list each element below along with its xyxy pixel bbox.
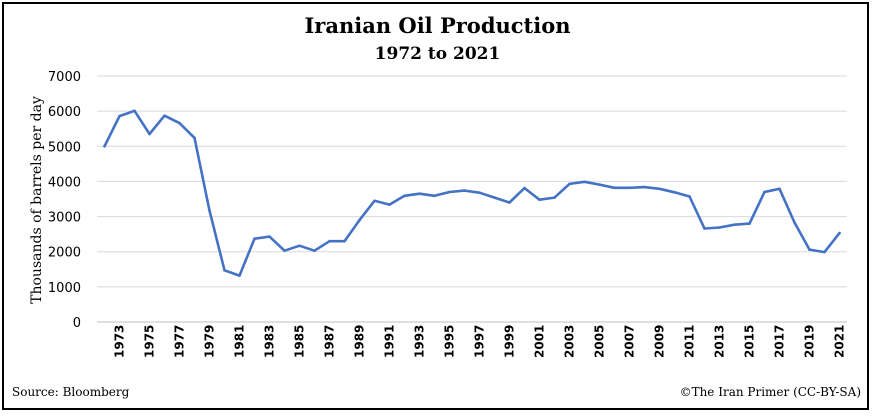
source-note: Source: Bloomberg	[12, 385, 130, 399]
data-point	[643, 185, 646, 189]
data-point	[103, 144, 106, 148]
data-point	[583, 180, 586, 184]
data-point	[238, 274, 241, 277]
gridlines	[97, 75, 847, 323]
data-point	[298, 244, 301, 248]
y-tick-label: 0	[73, 316, 81, 331]
data-point	[313, 249, 316, 252]
x-tick-label: 2011	[683, 325, 697, 358]
data-point	[388, 203, 391, 206]
credit-note: ©The Iran Primer (CC-BY-SA)	[679, 385, 861, 399]
chart-subtitle: 1972 to 2021	[374, 44, 501, 64]
data-point	[283, 249, 286, 252]
data-point	[418, 192, 421, 196]
data-point	[778, 187, 781, 191]
data-point	[448, 190, 451, 194]
x-tick-label: 2001	[533, 325, 547, 358]
data-point	[673, 191, 676, 194]
data-point	[598, 183, 601, 186]
chart-frame	[2, 2, 869, 410]
x-tick-label: 2013	[713, 325, 727, 358]
x-tick-label: 1975	[143, 325, 157, 358]
y-tick-label: 7000	[48, 70, 81, 85]
data-point	[748, 222, 751, 225]
data-point	[688, 195, 691, 198]
data-point	[523, 186, 526, 190]
x-tick-label: 1997	[473, 325, 487, 358]
x-tick-label: 1991	[383, 325, 397, 358]
y-tick-label: 5000	[48, 140, 81, 155]
data-point	[613, 186, 616, 190]
data-point	[793, 221, 796, 224]
data-point	[658, 187, 661, 191]
data-point	[553, 196, 556, 199]
data-point	[178, 121, 181, 125]
x-tick-label: 2003	[563, 325, 577, 358]
data-point	[838, 231, 841, 235]
data-point	[163, 114, 166, 118]
data-point	[223, 269, 226, 272]
x-tick-label: 1973	[113, 325, 127, 358]
x-tick-label: 2021	[833, 325, 847, 358]
data-point	[808, 248, 811, 251]
y-tick-label: 1000	[48, 281, 81, 296]
data-point	[133, 109, 136, 113]
data-point	[538, 198, 541, 202]
data-point	[703, 227, 706, 230]
y-tick-label: 6000	[48, 105, 81, 120]
data-point	[268, 235, 271, 238]
data-point	[433, 194, 436, 198]
data-point	[463, 189, 466, 192]
data-point	[253, 237, 256, 241]
x-tick-label: 2009	[653, 325, 667, 358]
x-tick-label: 1999	[503, 325, 517, 358]
x-tick-labels: 1973 1975 1977 1979 1981 1983 1985 1987 1989 1991…	[113, 325, 847, 358]
data-point	[193, 136, 196, 140]
y-tick-label: 4000	[48, 175, 81, 190]
chart-title: Iranian Oil Production	[304, 13, 571, 38]
y-tick-label: 2000	[48, 246, 81, 261]
x-tick-label: 2015	[743, 325, 757, 358]
series-line	[103, 109, 841, 277]
data-point	[403, 194, 406, 198]
data-point	[328, 239, 331, 243]
data-point	[373, 199, 376, 203]
data-point	[208, 209, 211, 212]
data-point	[823, 250, 826, 254]
data-point	[493, 196, 496, 199]
data-point	[718, 226, 721, 229]
data-point	[733, 223, 736, 226]
series-oil-production	[103, 109, 841, 277]
data-point	[358, 218, 361, 222]
x-tick-label: 1977	[173, 325, 187, 358]
data-point	[628, 186, 631, 190]
x-tick-label: 1993	[413, 325, 427, 358]
x-tick-label: 1985	[293, 325, 307, 358]
data-point	[148, 132, 151, 136]
data-point	[343, 239, 346, 243]
data-point	[478, 191, 481, 194]
y-tick-labels: 0 1000 2000 3000 4000 5000 6000 7000	[48, 70, 81, 331]
y-tick-label: 3000	[48, 211, 81, 226]
x-tick-label: 2017	[773, 325, 787, 358]
x-tick-label: 2019	[803, 325, 817, 358]
x-tick-label: 1989	[353, 325, 367, 358]
x-tick-label: 1981	[233, 325, 247, 358]
data-point	[763, 190, 766, 194]
data-point	[568, 182, 571, 186]
x-tick-label: 1987	[323, 325, 337, 358]
x-tick-label: 1979	[203, 325, 217, 358]
x-tick-label: 1995	[443, 325, 457, 358]
x-tick-label: 2007	[623, 325, 637, 358]
x-tick-label: 1983	[263, 325, 277, 358]
data-point	[508, 201, 511, 204]
x-tick-label: 2005	[593, 325, 607, 358]
data-point	[118, 114, 121, 118]
